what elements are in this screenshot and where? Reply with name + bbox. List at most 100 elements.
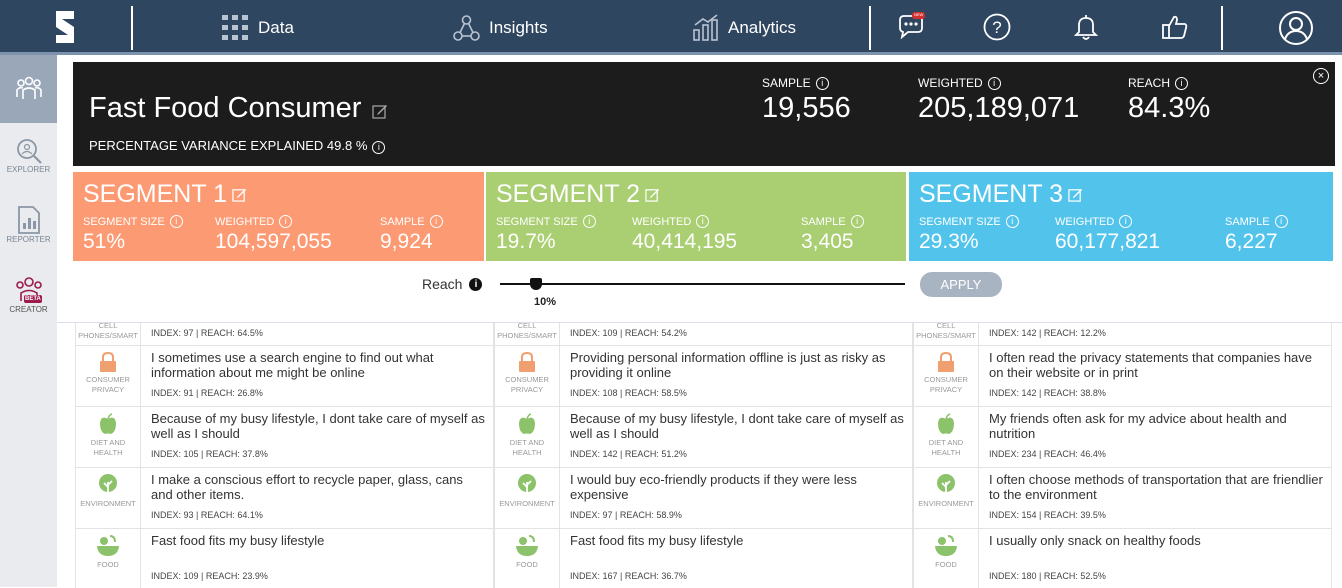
nav-item-insights[interactable]: Insights (453, 0, 548, 55)
sidebar-item-creator[interactable]: BETA CREATOR (0, 275, 57, 325)
category-cell: CELL PHONES/SMART (76, 323, 141, 345)
category-label: CELL PHONES/SMART (78, 323, 138, 340)
category-label: CONSUMER PRIVACY (505, 375, 549, 394)
stat-sample: SAMPLE i 19,556 (762, 76, 851, 125)
statement-row[interactable]: ENVIRONMENT I would buy eco-friendly prod… (494, 468, 913, 529)
category-label: DIET AND HEALTH (928, 438, 964, 457)
info-icon[interactable]: i (429, 215, 443, 228)
statement-row[interactable]: DIET AND HEALTH Because of my busy lifest… (494, 407, 913, 468)
reach-slider-handle[interactable] (530, 278, 542, 290)
help-icon[interactable]: ? (982, 12, 1012, 42)
nav-item-label: Insights (489, 17, 548, 37)
category-label: CONSUMER PRIVACY (86, 375, 130, 394)
segment-card-3[interactable]: SEGMENT 3 SEGMENT SIZE i 29.3% WEIGHTED i … (909, 172, 1333, 261)
index-reach-text: INDEX: 154 | REACH: 39.5% (989, 510, 1106, 520)
audience-header: Fast Food Consumer PERCENTAGE VARIANCE E… (73, 62, 1335, 166)
info-icon[interactable]: i (815, 76, 829, 90)
nav-item-analytics[interactable]: Analytics (693, 0, 796, 55)
category-label: FOOD (516, 560, 538, 569)
segment-3-column: CELL PHONES/SMART INDEX: 142 | REACH: 12.… (913, 323, 1332, 588)
statement-row[interactable]: DIET AND HEALTH My friends often ask for … (913, 407, 1332, 468)
category-label: ENVIRONMENT (918, 499, 974, 508)
statement-text: Because of my busy lifestyle, I dont tak… (570, 411, 904, 441)
user-icon[interactable] (1278, 10, 1314, 46)
statement-text: Fast food fits my busy lifestyle (570, 533, 744, 548)
category-cell: CONSUMER PRIVACY (76, 346, 141, 406)
bell-icon[interactable] (1071, 12, 1101, 42)
category-label: DIET AND HEALTH (509, 438, 545, 457)
info-icon[interactable]: i (1119, 215, 1133, 228)
sidebar-item-audience[interactable] (0, 55, 57, 123)
category-cell: DIET AND HEALTH (914, 407, 979, 467)
stat-label: SAMPLE (762, 76, 811, 90)
category-label: DIET AND HEALTH (90, 438, 126, 457)
info-icon[interactable]: i (1274, 215, 1288, 228)
explorer-icon (16, 139, 42, 164)
apply-button[interactable]: APPLY (920, 272, 1002, 297)
segment-size-value: 29.3% (919, 230, 979, 253)
info-icon[interactable]: i (987, 76, 1001, 90)
close-icon[interactable]: × (1313, 68, 1329, 84)
category-cell: FOOD (914, 529, 979, 588)
statement-row[interactable]: FOOD Fast food fits my busy lifestyle INDE… (494, 529, 913, 588)
thumbs-up-icon[interactable] (1160, 12, 1190, 42)
app-logo[interactable] (48, 9, 82, 45)
segment-size-label: SEGMENT SIZE (496, 215, 578, 228)
info-icon[interactable]: i (469, 277, 483, 291)
edit-icon[interactable] (645, 187, 660, 202)
segment-sample-label: SAMPLE (380, 215, 425, 228)
category-label: ENVIRONMENT (80, 499, 136, 508)
index-reach-text: INDEX: 234 | REACH: 46.4% (989, 449, 1106, 459)
info-icon[interactable]: i (582, 215, 596, 228)
statement-row[interactable]: CELL PHONES/SMART INDEX: 97 | REACH: 64.5… (75, 323, 494, 346)
chat-new-badge: NEW (914, 12, 924, 17)
edit-icon[interactable] (1068, 187, 1083, 202)
info-icon[interactable]: i (279, 215, 293, 228)
statement-row[interactable]: DIET AND HEALTH Because of my busy lifest… (75, 407, 494, 468)
segment-title: SEGMENT 2 (496, 180, 641, 208)
category-cell: ENVIRONMENT (495, 468, 560, 528)
sidebar-item-explorer[interactable]: EXPLORER (0, 137, 57, 187)
edit-icon[interactable] (232, 187, 247, 202)
index-reach-text: INDEX: 91 | REACH: 26.8% (151, 388, 263, 398)
statement-row[interactable]: FOOD Fast food fits my busy lifestyle INDE… (75, 529, 494, 588)
chat-new-icon[interactable]: NEW (896, 12, 926, 42)
statement-row[interactable]: CONSUMER PRIVACY I often read the privacy… (913, 346, 1332, 407)
reach-slider-track[interactable] (500, 283, 905, 285)
creator-icon (15, 277, 42, 303)
info-icon[interactable]: i (169, 215, 183, 228)
tree-icon (76, 473, 140, 497)
stat-weighted: WEIGHTED i 205,189,071 (918, 76, 1079, 125)
category-cell: CELL PHONES/SMART (495, 323, 560, 345)
segment-size-label: SEGMENT SIZE (919, 215, 1001, 228)
info-icon[interactable]: i (1005, 215, 1019, 228)
statement-row[interactable]: ENVIRONMENT I often choose methods of tra… (913, 468, 1332, 529)
info-icon[interactable]: i (372, 141, 386, 154)
statement-row[interactable]: CONSUMER PRIVACY I sometimes use a search… (75, 346, 494, 407)
statement-row[interactable]: CELL PHONES/SMART INDEX: 142 | REACH: 12.… (913, 323, 1332, 346)
index-reach-text: INDEX: 142 | REACH: 38.8% (989, 388, 1106, 398)
info-icon[interactable]: i (850, 215, 864, 228)
statement-row[interactable]: CONSUMER PRIVACY Providing personal infor… (494, 346, 913, 407)
segment-card-2[interactable]: SEGMENT 2 SEGMENT SIZE i 19.7% WEIGHTED i … (486, 172, 906, 261)
food-bowl-icon (76, 534, 140, 558)
statement-row[interactable]: CELL PHONES/SMART INDEX: 109 | REACH: 54.… (494, 323, 913, 346)
segment-2-column: CELL PHONES/SMART INDEX: 109 | REACH: 54.… (494, 323, 913, 588)
svg-text:?: ? (992, 18, 1001, 37)
info-icon[interactable]: i (696, 215, 710, 228)
segment-sample-value: 3,405 (801, 230, 854, 253)
statement-text: I often choose methods of transportation… (989, 472, 1323, 502)
stat-value: 205,189,071 (918, 92, 1080, 124)
info-icon[interactable]: i (1175, 76, 1189, 90)
statement-row[interactable]: ENVIRONMENT I make a conscious effort to … (75, 468, 494, 529)
nav-item-data[interactable]: Data (222, 0, 294, 55)
index-reach-text: INDEX: 93 | REACH: 64.1% (151, 510, 263, 520)
segment-card-1[interactable]: SEGMENT 1 SEGMENT SIZE i 51% WEIGHTED i 10… (73, 172, 484, 261)
segment-statements: CELL PHONES/SMART INDEX: 97 | REACH: 64.5… (57, 322, 1342, 588)
sidebar-item-label: CREATOR (9, 305, 48, 314)
statement-row[interactable]: FOOD I usually only snack on healthy food… (913, 529, 1332, 588)
reach-slider-value: 10% (534, 296, 557, 308)
sidebar-item-reporter[interactable]: REPORTER (0, 205, 57, 255)
edit-icon[interactable] (372, 103, 388, 119)
segment-sample-label: SAMPLE (801, 215, 846, 228)
